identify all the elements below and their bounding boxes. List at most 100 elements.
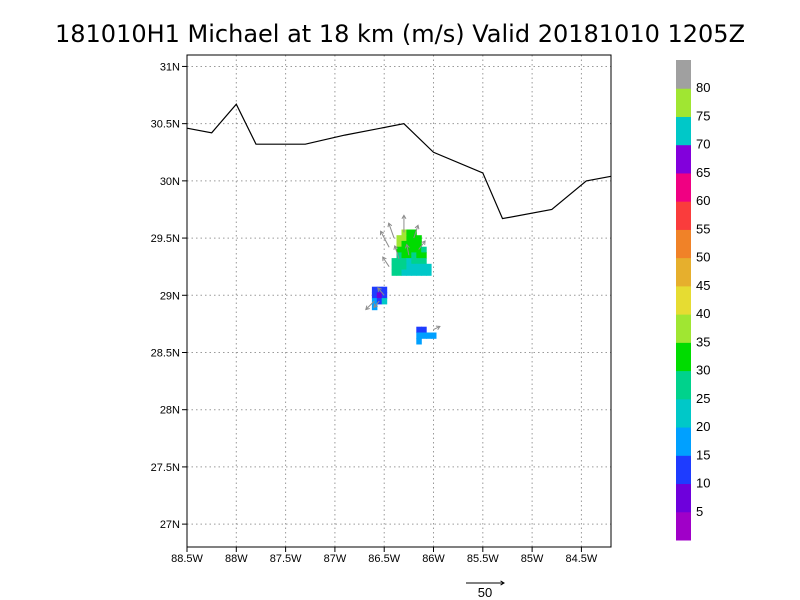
arrow-head xyxy=(379,230,385,236)
wind-vector xyxy=(382,256,390,267)
arrow-head xyxy=(387,222,393,228)
wind-vector xyxy=(433,325,441,331)
wind-vector xyxy=(401,214,407,233)
wind-vector xyxy=(387,222,395,239)
y-tick-label: 27N xyxy=(160,519,180,531)
colorbar-segment xyxy=(676,398,691,428)
wind-vector xyxy=(377,287,385,296)
wind-cell xyxy=(426,332,432,339)
colorbar-segment xyxy=(676,427,691,456)
wind-cell xyxy=(421,246,427,253)
x-tick-label: 88W xyxy=(225,553,248,565)
wind-cell xyxy=(406,240,412,248)
wind-vector xyxy=(365,300,375,311)
y-tick-label: 27.5N xyxy=(151,462,180,474)
colorbar-segment xyxy=(676,342,691,372)
arrow-head xyxy=(377,287,382,292)
colorbar-segment xyxy=(676,172,691,202)
colorbar-label: 80 xyxy=(696,80,710,95)
wind-cell xyxy=(426,269,432,276)
coastline xyxy=(186,103,612,220)
colorbar-segment xyxy=(676,88,691,117)
wind-cell xyxy=(401,246,407,253)
wind-cell xyxy=(396,240,402,248)
arrow-head xyxy=(382,256,387,262)
wind-cell xyxy=(391,263,398,271)
colorbar-segment xyxy=(676,144,691,174)
wind-cell xyxy=(411,258,417,265)
y-tick-label: 28N xyxy=(160,405,180,417)
wind-vector xyxy=(373,300,380,309)
arrow-head xyxy=(421,240,426,246)
colorbar-label: 5 xyxy=(696,504,703,519)
colorbar-segment xyxy=(676,229,691,259)
wind-cell xyxy=(396,258,402,265)
wind-cell xyxy=(411,240,417,248)
wind-cell xyxy=(406,258,412,265)
wind-cell xyxy=(416,235,422,242)
wind-cell xyxy=(416,263,422,271)
wind-cell xyxy=(371,286,378,293)
wind-cell xyxy=(426,263,432,271)
colorbar-label: 45 xyxy=(696,278,710,293)
y-tick-label: 28.5N xyxy=(151,347,180,359)
arrow-shaft xyxy=(365,300,375,310)
wind-cell xyxy=(406,263,412,271)
wind-cell xyxy=(371,298,378,305)
wind-vector xyxy=(418,240,426,250)
wind-cell xyxy=(416,326,422,333)
x-tick-label: 88.5W xyxy=(171,553,203,565)
colorbar-label: 65 xyxy=(696,165,710,180)
wind-cell xyxy=(411,246,417,253)
wind-cell xyxy=(421,252,427,259)
wind-cell xyxy=(396,246,402,253)
x-tick-label: 86W xyxy=(422,553,445,565)
colorbar-segment xyxy=(676,483,691,513)
wind-cell xyxy=(411,263,417,271)
wind-cell xyxy=(411,235,417,242)
y-tick-label: 30.5N xyxy=(151,119,180,131)
wind-cell xyxy=(391,258,398,265)
colorbar-segment xyxy=(676,60,691,89)
arrow-shaft xyxy=(388,223,395,239)
wind-cell xyxy=(381,298,388,305)
colorbar-label: 40 xyxy=(696,306,710,321)
arrow-head xyxy=(373,303,378,309)
y-tick-label: 29.5N xyxy=(151,233,180,245)
arrow-head xyxy=(393,244,399,250)
colorbar-label: 75 xyxy=(696,109,710,124)
wind-cell xyxy=(416,252,422,259)
colorbar-label: 60 xyxy=(696,193,710,208)
wind-cell xyxy=(406,235,412,242)
wind-cell xyxy=(416,240,422,248)
wind-cell xyxy=(421,263,427,271)
wind-cell xyxy=(401,240,407,248)
wind-vector xyxy=(413,224,420,239)
x-tick-label: 85W xyxy=(521,553,544,565)
arrow-head xyxy=(500,580,505,586)
wind-cell xyxy=(421,269,427,276)
wind-cell xyxy=(421,258,427,265)
wind-cell xyxy=(416,246,422,253)
colorbar-label: 30 xyxy=(696,363,710,378)
wind-vector xyxy=(404,243,410,256)
colorbar-segment xyxy=(676,511,691,541)
wind-cell xyxy=(411,269,417,276)
wind-cell xyxy=(411,229,417,236)
wind-cell xyxy=(381,286,388,293)
colorbar-segment xyxy=(676,370,691,400)
wind-cell xyxy=(396,263,402,271)
wind-cell xyxy=(401,269,407,276)
arrow-shaft xyxy=(382,256,390,267)
x-tick-label: 85.5W xyxy=(467,553,499,565)
arrow-head xyxy=(365,305,370,311)
wind-cell xyxy=(421,326,427,333)
wind-cell xyxy=(406,229,412,236)
colorbar-legend: 5 10 15 20 25 30 35 40 45 50 55 60 65 70 75 80 xyxy=(676,60,710,541)
arrow-head xyxy=(435,325,441,331)
colorbar-label: 25 xyxy=(696,391,710,406)
wind-cell xyxy=(371,292,378,299)
y-tick-label: 29N xyxy=(160,290,180,302)
arrow-head xyxy=(414,224,420,230)
